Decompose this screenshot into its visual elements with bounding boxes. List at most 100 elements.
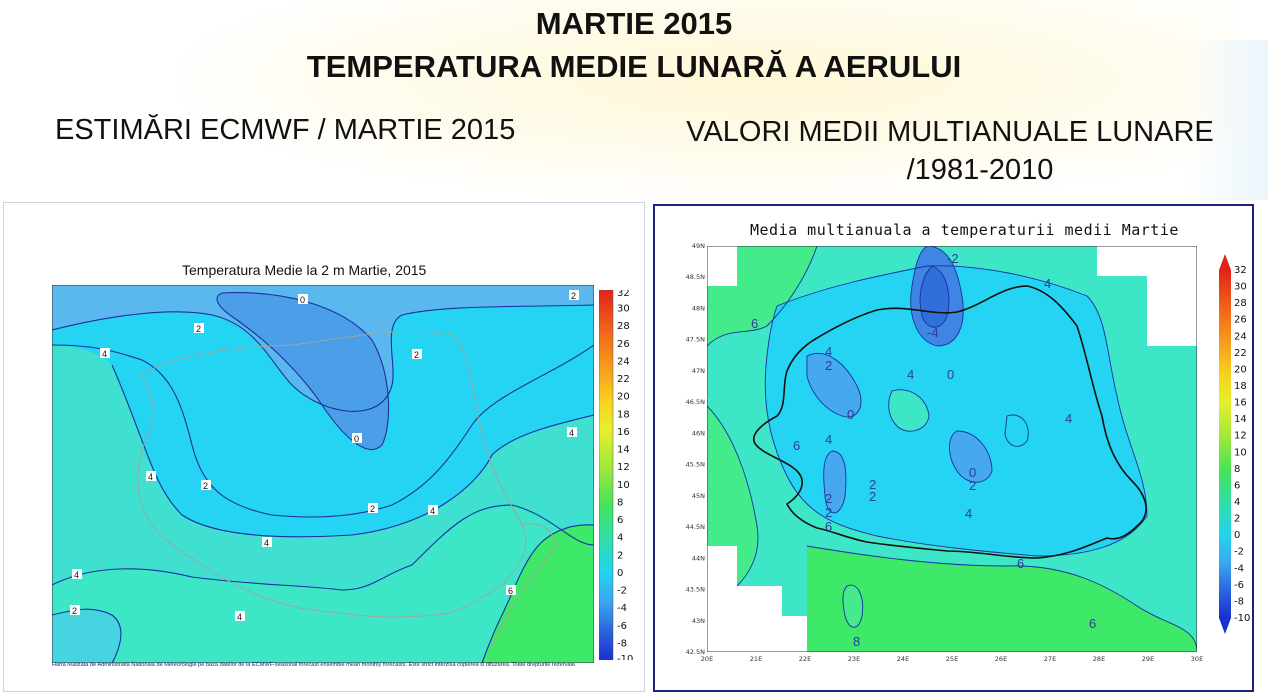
colorbar-tick-label: 14 bbox=[1234, 414, 1247, 425]
contour-label: 2 bbox=[825, 358, 832, 373]
colorbar-tick-label: 8 bbox=[1234, 464, 1240, 475]
right-colorbar-bottom-arrow bbox=[1219, 618, 1231, 634]
contour-label: 4 bbox=[148, 472, 153, 482]
contour-label: 2 bbox=[869, 477, 876, 492]
page-title-line2: TEMPERATURA MEDIE LUNARĂ A AERULUI bbox=[306, 49, 962, 84]
contour-label: 0 bbox=[354, 434, 359, 444]
colorbar-tick-label: 8 bbox=[617, 497, 623, 508]
contour-label: 4 bbox=[102, 349, 107, 359]
left-temperature-map: 0 0 2 2 2 2 2 2 4 4 4 4 4 4 4 6 bbox=[52, 285, 594, 663]
colorbar-tick-label: 32 bbox=[1234, 265, 1247, 276]
contour-label: 4 bbox=[74, 570, 79, 580]
right-colorbar-bar bbox=[1219, 270, 1231, 618]
colorbar-tick-label: 32 bbox=[617, 290, 630, 299]
latitude-label: 44N bbox=[692, 554, 705, 562]
right-subtitle-line1: VALORI MEDII MULTIANUALE LUNARE bbox=[686, 116, 1214, 148]
longitude-label: 25E bbox=[946, 655, 958, 663]
contour-label: 2 bbox=[370, 504, 375, 514]
colorbar-tick-label: 4 bbox=[617, 533, 623, 544]
latitude-label: 43N bbox=[692, 617, 705, 625]
right-map-carpathian-cold bbox=[823, 451, 846, 513]
colorbar-tick-label: 12 bbox=[617, 462, 630, 473]
right-map-title: Media multianuala a temperaturii medii M… bbox=[750, 221, 1179, 239]
latitude-label: 44.5N bbox=[686, 523, 705, 531]
colorbar-tick-label: 10 bbox=[617, 480, 630, 491]
colorbar-tick-label: 16 bbox=[617, 427, 630, 438]
colorbar-tick-label: -2 bbox=[1234, 547, 1244, 558]
left-map-band-4b bbox=[52, 345, 594, 590]
longitude-label: 26E bbox=[995, 655, 1007, 663]
contour-label: 4 bbox=[264, 538, 269, 548]
colorbar-tick-label: 28 bbox=[1234, 298, 1247, 309]
colorbar-tick-label: 2 bbox=[617, 550, 623, 561]
contour-label: 6 bbox=[825, 519, 832, 534]
latitude-label: 47N bbox=[692, 367, 705, 375]
contour-label: -2 bbox=[947, 251, 959, 266]
left-colorbar-bar bbox=[599, 290, 614, 660]
contour-label: 0 bbox=[969, 465, 976, 480]
colorbar-tick-label: 22 bbox=[617, 374, 630, 385]
contour-label: 4 bbox=[1044, 276, 1051, 291]
colorbar-tick-label: -10 bbox=[1234, 613, 1250, 624]
contour-label: 2 bbox=[869, 489, 876, 504]
contour-label: 6 bbox=[508, 586, 513, 596]
longitude-label: 27E bbox=[1044, 655, 1056, 663]
contour-label: 4 bbox=[1065, 411, 1072, 426]
header-background-accent bbox=[1188, 40, 1268, 200]
contour-label: 4 bbox=[430, 506, 435, 516]
left-map-title: Temperatura Medie la 2 m Martie, 2015 bbox=[182, 262, 427, 278]
colorbar-tick-label: -6 bbox=[617, 621, 627, 632]
contour-label: 0 bbox=[300, 295, 305, 305]
right-map-cyan-zone bbox=[765, 265, 1147, 556]
left-map-warm-corner bbox=[482, 524, 594, 663]
latitude-label: 46N bbox=[692, 429, 705, 437]
contour-label: -4 bbox=[927, 325, 939, 340]
contour-label: 4 bbox=[569, 428, 574, 438]
contour-label: 2 bbox=[414, 350, 419, 360]
contour-label: 6 bbox=[751, 316, 758, 331]
colorbar-tick-label: 20 bbox=[617, 392, 630, 403]
colorbar-tick-label: 18 bbox=[617, 409, 630, 420]
longitude-label: 20E bbox=[701, 655, 713, 663]
latitude-label: 43.5N bbox=[686, 586, 705, 594]
contour-label: 6 bbox=[793, 438, 800, 453]
longitude-label: 24E bbox=[897, 655, 909, 663]
right-colorbar-top-arrow bbox=[1219, 254, 1231, 270]
colorbar-tick-label: 4 bbox=[1234, 497, 1240, 508]
contour-label: 4 bbox=[237, 612, 242, 622]
right-map-south-warm bbox=[807, 546, 1197, 652]
left-subtitle: ESTIMĂRI ECMWF / MARTIE 2015 bbox=[55, 114, 516, 146]
colorbar-tick-label: 6 bbox=[617, 515, 623, 526]
contour-label: 2 bbox=[825, 491, 832, 506]
colorbar-tick-label: 24 bbox=[617, 356, 630, 367]
right-map-sw-warm bbox=[707, 406, 758, 586]
right-temperature-map: -2 -4 0 4 6 4 2 4 0 4 6 4 2 2 2 6 0 2 2 … bbox=[707, 246, 1197, 652]
contour-label: 2 bbox=[571, 291, 576, 301]
longitude-label: 29E bbox=[1142, 655, 1154, 663]
left-map-country-border bbox=[137, 330, 558, 646]
colorbar-tick-label: 6 bbox=[1234, 480, 1240, 491]
right-map-lat-axis: 49N 48.5N 48N 47.5N 47N 46.5N 46N 45.5N 45N 44.5N… bbox=[686, 242, 705, 656]
latitude-label: 45.5N bbox=[686, 461, 705, 469]
contour-label: 0 bbox=[847, 407, 854, 422]
colorbar-tick-label: 16 bbox=[1234, 398, 1247, 409]
colorbar-tick-label: 30 bbox=[617, 304, 630, 315]
colorbar-tick-label: 26 bbox=[1234, 315, 1247, 326]
colorbar-tick-label: 14 bbox=[617, 445, 630, 456]
colorbar-tick-label: -2 bbox=[617, 586, 627, 597]
latitude-label: 42.5N bbox=[686, 648, 705, 656]
multiannual-average-panel: Media multianuala a temperaturii medii M… bbox=[653, 204, 1254, 692]
left-map-contours bbox=[52, 292, 594, 663]
contour-label: 4 bbox=[965, 506, 972, 521]
longitude-label: 30E bbox=[1191, 655, 1203, 663]
colorbar-tick-label: -4 bbox=[617, 603, 627, 614]
right-map-contour-labels: -2 -4 0 4 6 4 2 4 0 4 6 4 2 2 2 6 0 2 2 … bbox=[751, 251, 1096, 649]
colorbar-tick-label: 0 bbox=[1234, 530, 1240, 541]
left-map-cold-core bbox=[217, 292, 389, 450]
colorbar-tick-label: -4 bbox=[1234, 563, 1244, 574]
left-map-band-4 bbox=[52, 505, 594, 663]
contour-label: 2 bbox=[825, 505, 832, 520]
